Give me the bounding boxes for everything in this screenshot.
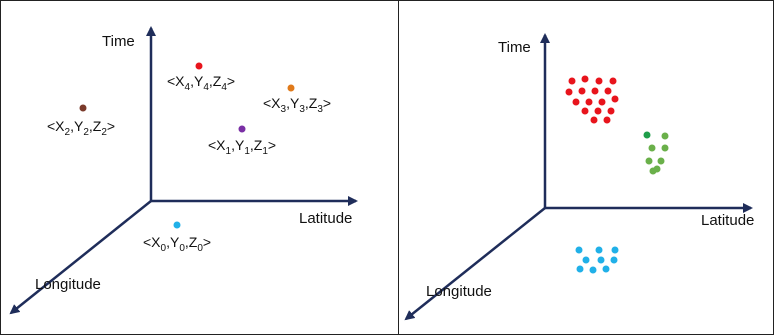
time-axis-label: Time: [498, 39, 531, 56]
green-cluster-dot: [643, 131, 651, 139]
time-axis-label: Time: [102, 33, 135, 50]
red-cluster-dot: [598, 98, 606, 106]
point-1-dot: [238, 125, 246, 133]
green-cluster-dot: [648, 144, 656, 152]
cyan-cluster: [575, 246, 619, 274]
red-cluster-dot: [591, 87, 599, 95]
point-3-dot: [287, 84, 295, 92]
red-cluster-dot: [572, 98, 580, 106]
cyan-cluster-dot: [589, 266, 597, 274]
red-cluster-dot: [604, 87, 612, 95]
point-4-label: <X4,Y4,Z4>: [167, 73, 235, 93]
red-cluster-dot: [581, 75, 589, 83]
longitude-axis-label: Longitude: [426, 283, 492, 300]
cyan-cluster-dot: [602, 265, 610, 273]
cyan-cluster-dot: [575, 246, 583, 254]
cyan-cluster-dot: [597, 256, 605, 264]
red-cluster-dot: [609, 77, 617, 85]
green-cluster-dot: [661, 144, 669, 152]
red-cluster-dot: [565, 88, 573, 96]
left-panel: Time Latitude Longitude <X4,Y4,Z4> <X3,Y…: [0, 0, 399, 335]
cyan-cluster-dot: [610, 256, 618, 264]
red-cluster-dot: [585, 98, 593, 106]
point-0-label: <X0,Y0,Z0>: [143, 234, 211, 254]
red-cluster-dot: [581, 107, 589, 115]
point-0-dot: [173, 221, 181, 229]
green-cluster: [643, 131, 669, 175]
red-cluster-dot: [568, 77, 576, 85]
point-1-label: <X1,Y1,Z1>: [208, 137, 276, 157]
red-cluster-dot: [607, 107, 615, 115]
right-panel: Time Latitude Longitude: [399, 0, 774, 335]
point-2-dot: [79, 104, 87, 112]
right-diagram: Time Latitude Longitude: [404, 33, 754, 321]
point-2-label: <X2,Y2,Z2>: [47, 118, 115, 138]
point-3-label: <X3,Y3,Z3>: [263, 95, 331, 115]
cyan-cluster-dot: [576, 265, 584, 273]
cyan-cluster-dot: [611, 246, 619, 254]
green-cluster-dot: [645, 157, 653, 165]
green-cluster-dot: [653, 165, 661, 173]
latitude-axis-label: Latitude: [701, 212, 754, 229]
red-cluster: [565, 75, 619, 124]
longitude-axis: [404, 207, 546, 321]
green-cluster-dot: [657, 157, 665, 165]
red-cluster-dot: [611, 95, 619, 103]
longitude-axis: [9, 200, 152, 315]
green-cluster-dot: [661, 132, 669, 140]
red-cluster-dot: [578, 87, 586, 95]
red-cluster-dot: [594, 107, 602, 115]
cyan-cluster-dot: [582, 256, 590, 264]
longitude-axis-label: Longitude: [35, 276, 101, 293]
red-cluster-dot: [595, 77, 603, 85]
latitude-axis-label: Latitude: [299, 210, 352, 227]
red-cluster-dot: [590, 116, 598, 124]
point-4-dot: [195, 62, 203, 70]
cyan-cluster-dot: [595, 246, 603, 254]
left-diagram: Time Latitude Longitude <X4,Y4,Z4> <X3,Y…: [9, 26, 358, 315]
red-cluster-dot: [603, 116, 611, 124]
